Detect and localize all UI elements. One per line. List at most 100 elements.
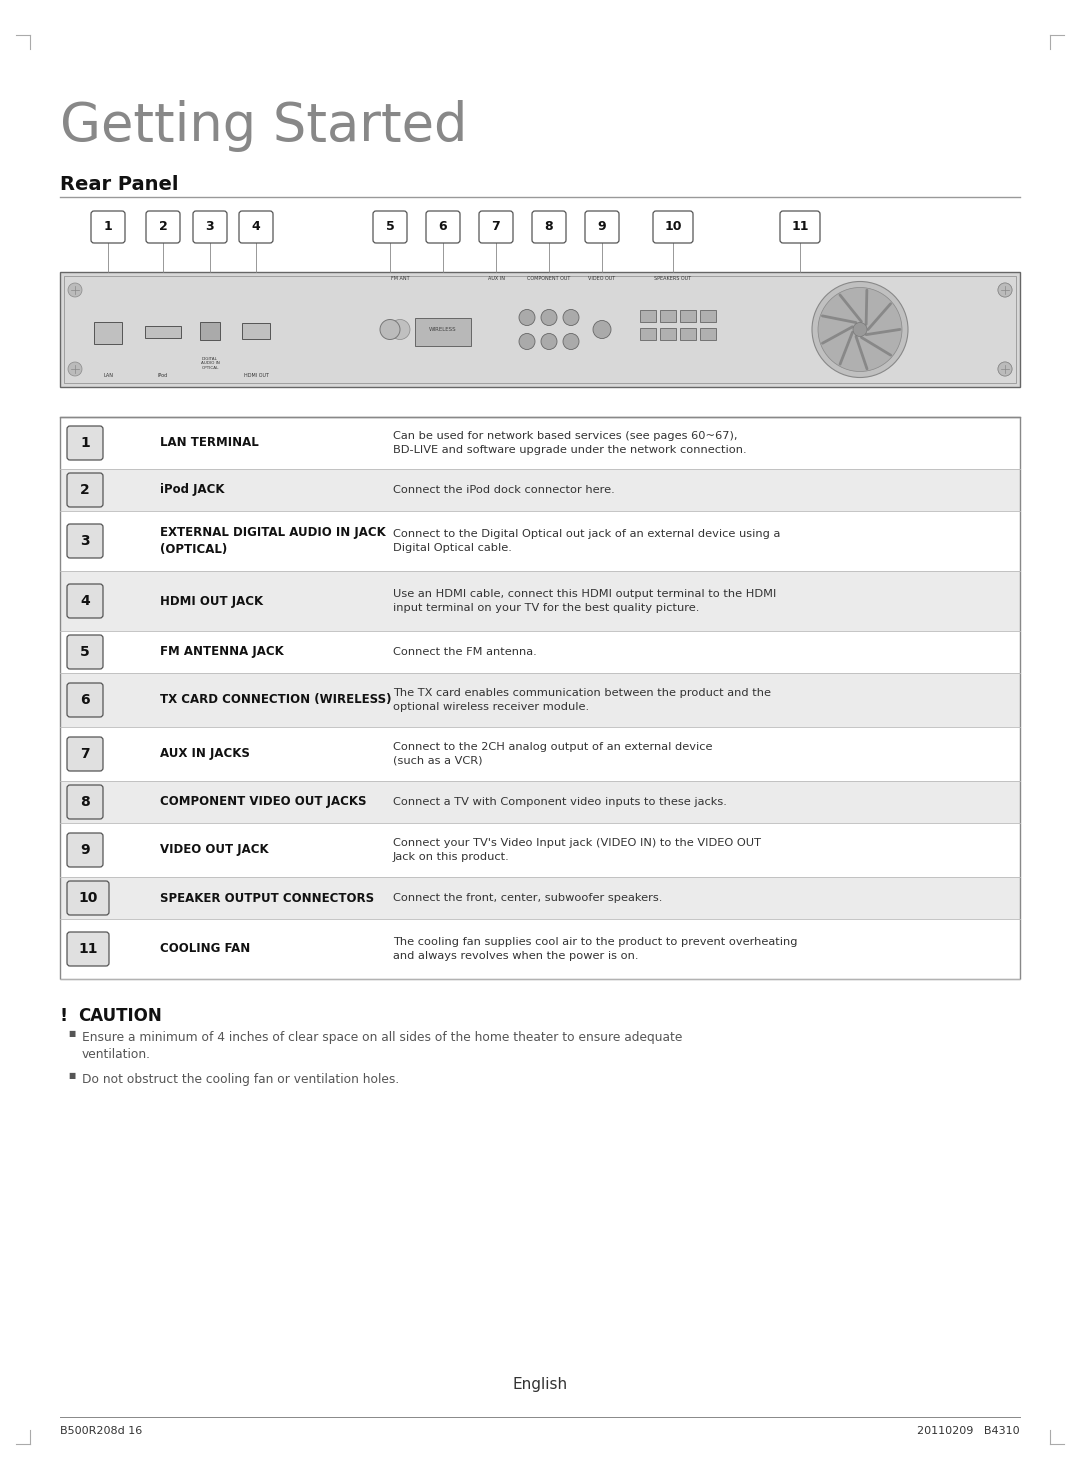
Text: !: !: [60, 1007, 68, 1025]
FancyBboxPatch shape: [67, 634, 103, 669]
FancyBboxPatch shape: [660, 327, 676, 340]
Bar: [60, 781, 1020, 822]
Text: CAUTION: CAUTION: [78, 1007, 162, 1025]
Text: AUX IN: AUX IN: [487, 277, 504, 281]
FancyBboxPatch shape: [640, 327, 656, 340]
FancyBboxPatch shape: [67, 932, 109, 966]
Bar: [60, 822, 1020, 877]
FancyBboxPatch shape: [242, 322, 270, 339]
FancyBboxPatch shape: [193, 211, 227, 243]
Text: DIGITAL
AUDIO IN
OPTICAL: DIGITAL AUDIO IN OPTICAL: [201, 356, 219, 370]
FancyBboxPatch shape: [200, 321, 220, 340]
Circle shape: [519, 333, 535, 349]
Text: 7: 7: [80, 747, 90, 762]
Text: 10: 10: [79, 890, 97, 905]
FancyBboxPatch shape: [146, 211, 180, 243]
Circle shape: [68, 282, 82, 297]
Circle shape: [812, 281, 908, 377]
Circle shape: [380, 319, 400, 340]
FancyBboxPatch shape: [780, 211, 820, 243]
Text: HDMI OUT: HDMI OUT: [243, 373, 269, 379]
Text: Ensure a minimum of 4 inches of clear space on all sides of the home theater to : Ensure a minimum of 4 inches of clear sp…: [82, 1031, 683, 1060]
Text: ■: ■: [68, 1071, 76, 1080]
FancyBboxPatch shape: [60, 272, 1020, 387]
Text: SPEAKER OUTPUT CONNECTORS: SPEAKER OUTPUT CONNECTORS: [160, 892, 374, 905]
Text: ■: ■: [68, 1029, 76, 1038]
Text: Use an HDMI cable, connect this HDMI output terminal to the HDMI
input terminal : Use an HDMI cable, connect this HDMI out…: [393, 590, 777, 612]
Text: iPod JACK: iPod JACK: [160, 484, 225, 497]
Text: Connect your TV's Video Input jack (VIDEO IN) to the VIDEO OUT
Jack on this prod: Connect your TV's Video Input jack (VIDE…: [393, 839, 761, 862]
Text: 11: 11: [78, 942, 98, 955]
Circle shape: [541, 333, 557, 349]
Text: 1: 1: [80, 436, 90, 450]
FancyBboxPatch shape: [700, 309, 716, 321]
Text: 2: 2: [159, 220, 167, 234]
Circle shape: [563, 309, 579, 325]
Text: 5: 5: [80, 645, 90, 660]
Text: EXTERNAL DIGITAL AUDIO IN JACK
(OPTICAL): EXTERNAL DIGITAL AUDIO IN JACK (OPTICAL): [160, 527, 386, 556]
Text: The TX card enables communication between the product and the
optional wireless : The TX card enables communication betwee…: [393, 688, 771, 711]
FancyBboxPatch shape: [67, 881, 109, 916]
Text: Getting Started: Getting Started: [60, 101, 468, 152]
Text: Connect to the Digital Optical out jack of an external device using a
Digital Op: Connect to the Digital Optical out jack …: [393, 529, 781, 553]
Text: 11: 11: [792, 220, 809, 234]
FancyBboxPatch shape: [67, 737, 103, 771]
Text: Connect the iPod dock connector here.: Connect the iPod dock connector here.: [393, 485, 615, 495]
Text: Do not obstruct the cooling fan or ventilation holes.: Do not obstruct the cooling fan or venti…: [82, 1072, 400, 1086]
Text: VIDEO OUT JACK: VIDEO OUT JACK: [160, 843, 269, 856]
FancyBboxPatch shape: [480, 211, 513, 243]
Bar: [60, 571, 1020, 632]
Text: B500R208d 16: B500R208d 16: [60, 1426, 143, 1436]
Text: 8: 8: [544, 220, 553, 234]
Text: 3: 3: [205, 220, 214, 234]
FancyBboxPatch shape: [426, 211, 460, 243]
Circle shape: [998, 282, 1012, 297]
Text: VIDEO OUT: VIDEO OUT: [589, 277, 616, 281]
Text: LAN: LAN: [103, 373, 113, 379]
Bar: [60, 877, 1020, 918]
Text: Can be used for network based services (see pages 60~67),
BD-LIVE and software u: Can be used for network based services (…: [393, 432, 746, 454]
Circle shape: [853, 322, 867, 337]
Text: 10: 10: [664, 220, 681, 234]
Bar: [60, 918, 1020, 979]
Text: 9: 9: [597, 220, 606, 234]
FancyBboxPatch shape: [67, 833, 103, 867]
FancyBboxPatch shape: [700, 327, 716, 340]
Circle shape: [68, 362, 82, 376]
Text: Rear Panel: Rear Panel: [60, 175, 178, 194]
FancyBboxPatch shape: [145, 325, 181, 337]
Text: 6: 6: [80, 694, 90, 707]
Bar: [60, 512, 1020, 571]
Text: LAN TERMINAL: LAN TERMINAL: [160, 436, 259, 450]
FancyBboxPatch shape: [67, 683, 103, 717]
FancyBboxPatch shape: [239, 211, 273, 243]
Bar: [60, 728, 1020, 781]
Bar: [60, 469, 1020, 512]
Text: COOLING FAN: COOLING FAN: [160, 942, 251, 955]
Text: 4: 4: [252, 220, 260, 234]
Text: WIRELESS: WIRELESS: [429, 327, 457, 331]
FancyBboxPatch shape: [415, 318, 471, 346]
FancyBboxPatch shape: [653, 211, 693, 243]
Circle shape: [998, 362, 1012, 376]
Text: AUX IN JACKS: AUX IN JACKS: [160, 747, 249, 760]
Text: 9: 9: [80, 843, 90, 856]
Circle shape: [818, 287, 902, 371]
Text: SPEAKERS OUT: SPEAKERS OUT: [654, 277, 691, 281]
Text: iPod: iPod: [158, 373, 168, 379]
Text: 6: 6: [438, 220, 447, 234]
Circle shape: [563, 333, 579, 349]
FancyBboxPatch shape: [680, 309, 696, 321]
Text: Connect to the 2CH analog output of an external device
(such as a VCR): Connect to the 2CH analog output of an e…: [393, 742, 713, 766]
FancyBboxPatch shape: [373, 211, 407, 243]
Circle shape: [998, 362, 1012, 376]
FancyBboxPatch shape: [532, 211, 566, 243]
Text: 4: 4: [80, 595, 90, 608]
Text: 3: 3: [80, 534, 90, 549]
Text: 20110209   B4310: 20110209 B4310: [917, 1426, 1020, 1436]
FancyBboxPatch shape: [67, 426, 103, 460]
Bar: [60, 417, 1020, 469]
Text: FM ANT: FM ANT: [391, 277, 409, 281]
Bar: [60, 673, 1020, 728]
Text: HDMI OUT JACK: HDMI OUT JACK: [160, 595, 264, 608]
